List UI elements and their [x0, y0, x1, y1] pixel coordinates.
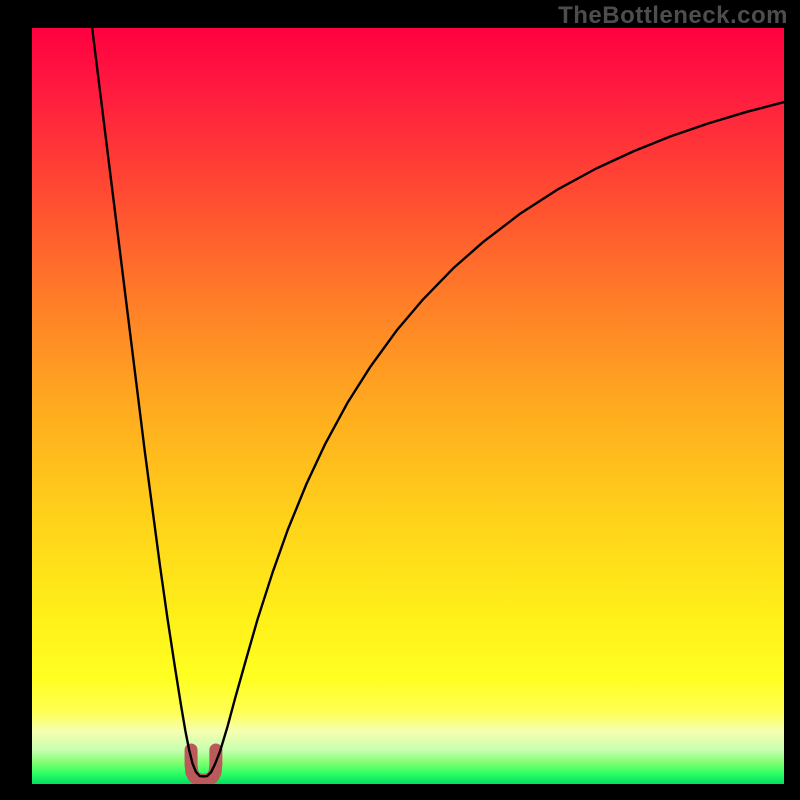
watermark-text: TheBottleneck.com: [558, 2, 788, 30]
bottleneck-chart: [32, 28, 784, 784]
chart-container: TheBottleneck.com: [0, 0, 800, 800]
gradient-background: [32, 28, 784, 784]
